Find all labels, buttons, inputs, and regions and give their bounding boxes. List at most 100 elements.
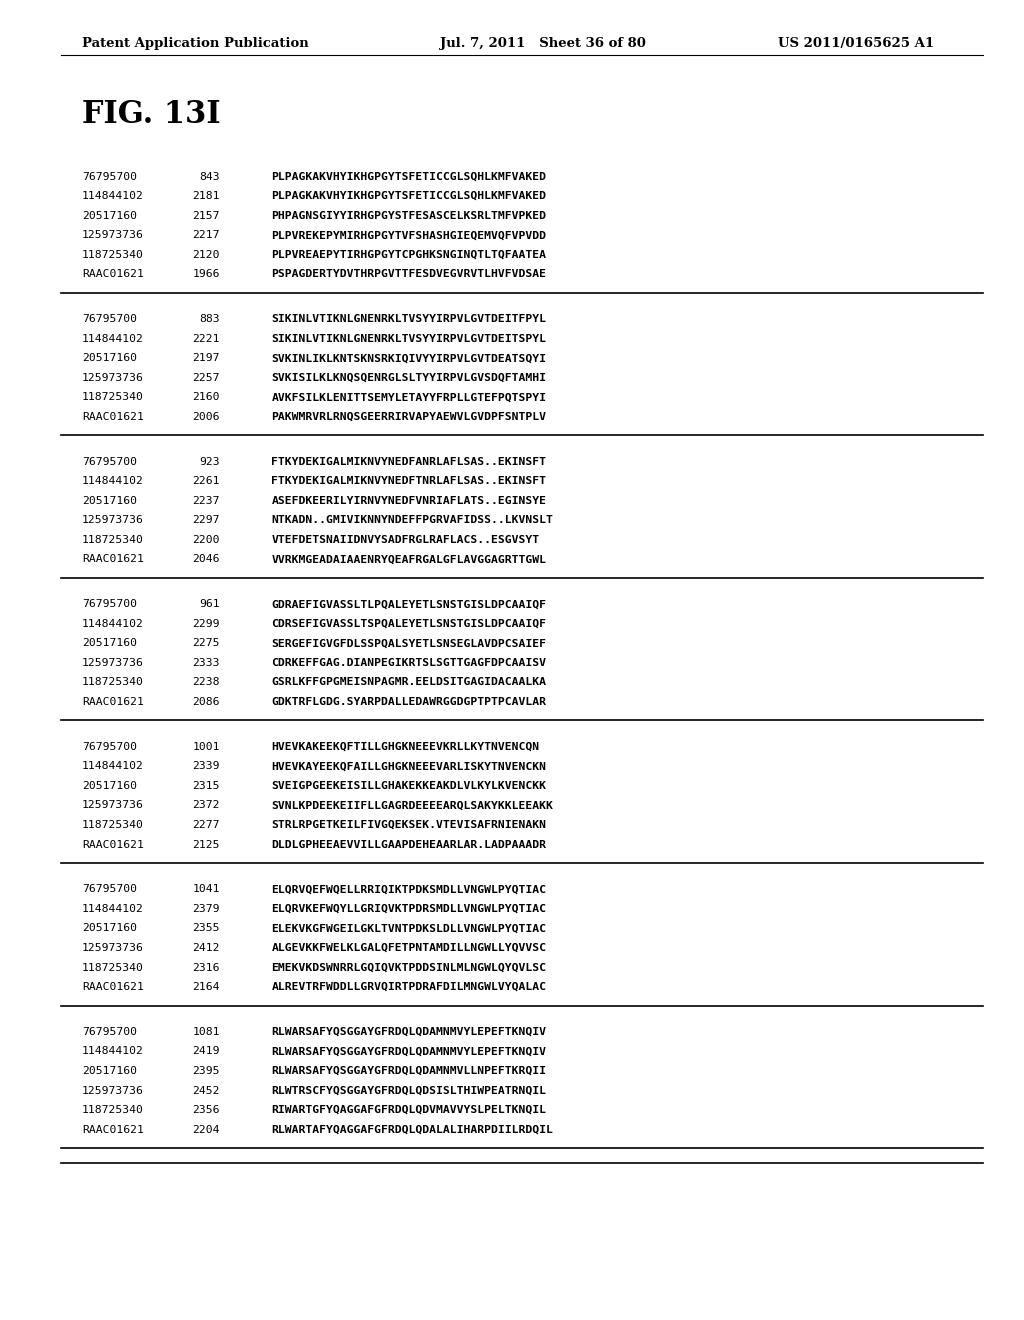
Text: HVEVKAYEEKQFAILLGHGKNEEEVARLISKYTNVENCKN: HVEVKAYEEKQFAILLGHGKNEEEVARLISKYTNVENCKN bbox=[271, 762, 547, 771]
Text: 76795700: 76795700 bbox=[82, 457, 137, 467]
Text: FTKYDEKIGALMIKNVYNEDFANRLAFLSAS..EKINSFT: FTKYDEKIGALMIKNVYNEDFANRLAFLSAS..EKINSFT bbox=[271, 457, 547, 467]
Text: AVKFSILKLENITTSEMYLETAYYFRPLLGTEFPQTSPYI: AVKFSILKLENITTSEMYLETAYYFRPLLGTEFPQTSPYI bbox=[271, 392, 547, 403]
Text: 20517160: 20517160 bbox=[82, 781, 137, 791]
Text: Patent Application Publication: Patent Application Publication bbox=[82, 37, 308, 50]
Text: 2160: 2160 bbox=[193, 392, 220, 403]
Text: SIKINLVTIKNLGNENRKLTVSYYIRPVLGVTDEITSPYL: SIKINLVTIKNLGNENRKLTVSYYIRPVLGVTDEITSPYL bbox=[271, 334, 547, 343]
Text: RAAC01621: RAAC01621 bbox=[82, 412, 143, 422]
Text: 2299: 2299 bbox=[193, 619, 220, 628]
Text: 1001: 1001 bbox=[193, 742, 220, 752]
Text: EMEKVKDSWNRRLGQIQVKTPDDSINLMLNGWLQYQVLSC: EMEKVKDSWNRRLGQIQVKTPDDSINLMLNGWLQYQVLSC bbox=[271, 962, 547, 973]
Text: CDRKEFFGAG.DIANPEGIKRTSLSGTTGAGFDPCAAISV: CDRKEFFGAG.DIANPEGIKRTSLSGTTGAGFDPCAAISV bbox=[271, 657, 547, 668]
Text: 2046: 2046 bbox=[193, 554, 220, 565]
Text: 118725340: 118725340 bbox=[82, 677, 143, 688]
Text: ASEFDKEERILYIRNVYNEDFVNRIAFLATS..EGINSYE: ASEFDKEERILYIRNVYNEDFVNRIAFLATS..EGINSYE bbox=[271, 496, 547, 506]
Text: 2197: 2197 bbox=[193, 354, 220, 363]
Text: 118725340: 118725340 bbox=[82, 249, 143, 260]
Text: 114844102: 114844102 bbox=[82, 477, 143, 486]
Text: 20517160: 20517160 bbox=[82, 924, 137, 933]
Text: 118725340: 118725340 bbox=[82, 820, 143, 830]
Text: 125973736: 125973736 bbox=[82, 515, 143, 525]
Text: 114844102: 114844102 bbox=[82, 619, 143, 628]
Text: 2120: 2120 bbox=[193, 249, 220, 260]
Text: 76795700: 76795700 bbox=[82, 884, 137, 895]
Text: PLPVREAEPYTIRHGPGYTCPGHKSNGINQTLTQFAATEA: PLPVREAEPYTIRHGPGYTCPGHKSNGINQTLTQFAATEA bbox=[271, 249, 547, 260]
Text: 2316: 2316 bbox=[193, 962, 220, 973]
Text: DLDLGPHEEAEVVILLGAAPDEHEAARLAR.LADPAAADR: DLDLGPHEEAEVVILLGAAPDEHEAARLAR.LADPAAADR bbox=[271, 840, 547, 850]
Text: RAAC01621: RAAC01621 bbox=[82, 1125, 143, 1135]
Text: 118725340: 118725340 bbox=[82, 392, 143, 403]
Text: SVKISILKLKNQSQENRGLSLTYYIRPVLGVSDQFTAMHI: SVKISILKLKNQSQENRGLSLTYYIRPVLGVSDQFTAMHI bbox=[271, 372, 547, 383]
Text: SERGEFIGVGFDLSSPQALSYETLSNSEGLAVDPCSAIEF: SERGEFIGVGFDLSSPQALSYETLSNSEGLAVDPCSAIEF bbox=[271, 639, 547, 648]
Text: ELQRVQEFWQELLRRIQIKTPDKSMDLLVNGWLPYQTIAC: ELQRVQEFWQELLRRIQIKTPDKSMDLLVNGWLPYQTIAC bbox=[271, 884, 547, 895]
Text: PLPAGKAKVHYIKHGPGYTSFETICCGLSQHLKMFVAKED: PLPAGKAKVHYIKHGPGYTSFETICCGLSQHLKMFVAKED bbox=[271, 172, 547, 182]
Text: 2261: 2261 bbox=[193, 477, 220, 486]
Text: 118725340: 118725340 bbox=[82, 962, 143, 973]
Text: SVKINLIKLKNTSKNSRKIQIVYYIRPVLGVTDEATSQYI: SVKINLIKLKNTSKNSRKIQIVYYIRPVLGVTDEATSQYI bbox=[271, 354, 547, 363]
Text: SVNLKPDEEKEIIFLLGAGRDEEEEARQLSAKYKKLEEAKK: SVNLKPDEEKEIIFLLGAGRDEEEEARQLSAKYKKLEEAK… bbox=[271, 800, 553, 810]
Text: RIWARTGFYQAGGAFGFRDQLQDVMAVVYSLPELTKNQIL: RIWARTGFYQAGGAFGFRDQLQDVMAVVYSLPELTKNQIL bbox=[271, 1105, 547, 1115]
Text: 2006: 2006 bbox=[193, 412, 220, 422]
Text: VVRKMGEADAIAAENRYQEAFRGALGFLAVGGAGRTTGWL: VVRKMGEADAIAAENRYQEAFRGALGFLAVGGAGRTTGWL bbox=[271, 554, 547, 565]
Text: RAAC01621: RAAC01621 bbox=[82, 982, 143, 993]
Text: RLWARSAFYQSGGAYGFRDQLQDAMNMVYLEPEFTKNQIV: RLWARSAFYQSGGAYGFRDQLQDAMNMVYLEPEFTKNQIV bbox=[271, 1047, 547, 1056]
Text: 118725340: 118725340 bbox=[82, 1105, 143, 1115]
Text: 2164: 2164 bbox=[193, 982, 220, 993]
Text: 2379: 2379 bbox=[193, 904, 220, 913]
Text: 2333: 2333 bbox=[193, 657, 220, 668]
Text: 76795700: 76795700 bbox=[82, 314, 137, 325]
Text: PAKWMRVRLRNQSGEERRIRVAPYAEWVLGVDPFSNTPLV: PAKWMRVRLRNQSGEERRIRVAPYAEWVLGVDPFSNTPLV bbox=[271, 412, 547, 422]
Text: 125973736: 125973736 bbox=[82, 1085, 143, 1096]
Text: US 2011/0165625 A1: US 2011/0165625 A1 bbox=[778, 37, 934, 50]
Text: 114844102: 114844102 bbox=[82, 904, 143, 913]
Text: 2419: 2419 bbox=[193, 1047, 220, 1056]
Text: 20517160: 20517160 bbox=[82, 639, 137, 648]
Text: 114844102: 114844102 bbox=[82, 191, 143, 201]
Text: RLWARTAFYQAGGAFGFRDQLQDALALIHARPDIILRDQIL: RLWARTAFYQAGGAFGFRDQLQDALALIHARPDIILRDQI… bbox=[271, 1125, 553, 1135]
Text: 2217: 2217 bbox=[193, 230, 220, 240]
Text: 2297: 2297 bbox=[193, 515, 220, 525]
Text: NTKADN..GMIVIKNNYNDEFFPGRVAFIDSS..LKVNSLT: NTKADN..GMIVIKNNYNDEFFPGRVAFIDSS..LKVNSL… bbox=[271, 515, 553, 525]
Text: SIKINLVTIKNLGNENRKLTVSYYIRPVLGVTDEITFPYL: SIKINLVTIKNLGNENRKLTVSYYIRPVLGVTDEITFPYL bbox=[271, 314, 547, 325]
Text: PLPVREKEPYMIRHGPGYTVFSHASHGIEQEMVQFVPVDD: PLPVREKEPYMIRHGPGYTVFSHASHGIEQEMVQFVPVDD bbox=[271, 230, 547, 240]
Text: 2221: 2221 bbox=[193, 334, 220, 343]
Text: RAAC01621: RAAC01621 bbox=[82, 840, 143, 850]
Text: 2277: 2277 bbox=[193, 820, 220, 830]
Text: GDKTRFLGDG.SYARPDALLEDAWRGGDGPTPTPCAVLAR: GDKTRFLGDG.SYARPDALLEDAWRGGDGPTPTPCAVLAR bbox=[271, 697, 547, 708]
Text: 2181: 2181 bbox=[193, 191, 220, 201]
Text: ELEKVKGFWGEILGKLTVNTPDKSLDLLVNGWLPYQTIAC: ELEKVKGFWGEILGKLTVNTPDKSLDLLVNGWLPYQTIAC bbox=[271, 924, 547, 933]
Text: 2237: 2237 bbox=[193, 496, 220, 506]
Text: 125973736: 125973736 bbox=[82, 942, 143, 953]
Text: GSRLKFFGPGMEISNPAGMR.EELDSITGAGIDACAALKA: GSRLKFFGPGMEISNPAGMR.EELDSITGAGIDACAALKA bbox=[271, 677, 547, 688]
Text: RAAC01621: RAAC01621 bbox=[82, 554, 143, 565]
Text: 2315: 2315 bbox=[193, 781, 220, 791]
Text: ALREVTRFWDDLLGRVQIRTPDRAFDILMNGWLVYQALAC: ALREVTRFWDDLLGRVQIRTPDRAFDILMNGWLVYQALAC bbox=[271, 982, 547, 993]
Text: 20517160: 20517160 bbox=[82, 354, 137, 363]
Text: ELQRVKEFWQYLLGRIQVKTPDRSMDLLVNGWLPYQTIAC: ELQRVKEFWQYLLGRIQVKTPDRSMDLLVNGWLPYQTIAC bbox=[271, 904, 547, 913]
Text: SVEIGPGEEKEISILLGHAKEKKEAKDLVLKYLKVENCKK: SVEIGPGEEKEISILLGHAKEKKEAKDLVLKYLKVENCKK bbox=[271, 781, 547, 791]
Text: FTKYDEKIGALMIKNVYNEDFTNRLAFLSAS..EKINSFT: FTKYDEKIGALMIKNVYNEDFTNRLAFLSAS..EKINSFT bbox=[271, 477, 547, 486]
Text: 114844102: 114844102 bbox=[82, 1047, 143, 1056]
Text: 76795700: 76795700 bbox=[82, 172, 137, 182]
Text: 20517160: 20517160 bbox=[82, 211, 137, 220]
Text: 76795700: 76795700 bbox=[82, 599, 137, 610]
Text: 125973736: 125973736 bbox=[82, 657, 143, 668]
Text: 923: 923 bbox=[200, 457, 220, 467]
Text: Jul. 7, 2011   Sheet 36 of 80: Jul. 7, 2011 Sheet 36 of 80 bbox=[440, 37, 646, 50]
Text: 2238: 2238 bbox=[193, 677, 220, 688]
Text: RLWTRSCFYQSGGAYGFRDQLQDSISLTHIWPEATRNQIL: RLWTRSCFYQSGGAYGFRDQLQDSISLTHIWPEATRNQIL bbox=[271, 1085, 547, 1096]
Text: ALGEVKKFWELKLGALQFETPNTAMDILLNGWLLYQVVSC: ALGEVKKFWELKLGALQFETPNTAMDILLNGWLLYQVVSC bbox=[271, 942, 547, 953]
Text: 76795700: 76795700 bbox=[82, 742, 137, 752]
Text: 2125: 2125 bbox=[193, 840, 220, 850]
Text: 114844102: 114844102 bbox=[82, 334, 143, 343]
Text: PHPAGNSGIYYIRHGPGYSTFESASCELKSRLTMFVPKED: PHPAGNSGIYYIRHGPGYSTFESASCELKSRLTMFVPKED bbox=[271, 211, 547, 220]
Text: 114844102: 114844102 bbox=[82, 762, 143, 771]
Text: 2412: 2412 bbox=[193, 942, 220, 953]
Text: GDRAEFIGVASSLTLPQALEYETLSNSTGISLDPCAAIQF: GDRAEFIGVASSLTLPQALEYETLSNSTGISLDPCAAIQF bbox=[271, 599, 547, 610]
Text: 2257: 2257 bbox=[193, 372, 220, 383]
Text: 2339: 2339 bbox=[193, 762, 220, 771]
Text: 2275: 2275 bbox=[193, 639, 220, 648]
Text: STRLRPGETKEILFIVGQEKSEK.VTEVISAFRNIENAKN: STRLRPGETKEILFIVGQEKSEK.VTEVISAFRNIENAKN bbox=[271, 820, 547, 830]
Text: 2356: 2356 bbox=[193, 1105, 220, 1115]
Text: 20517160: 20517160 bbox=[82, 1067, 137, 1076]
